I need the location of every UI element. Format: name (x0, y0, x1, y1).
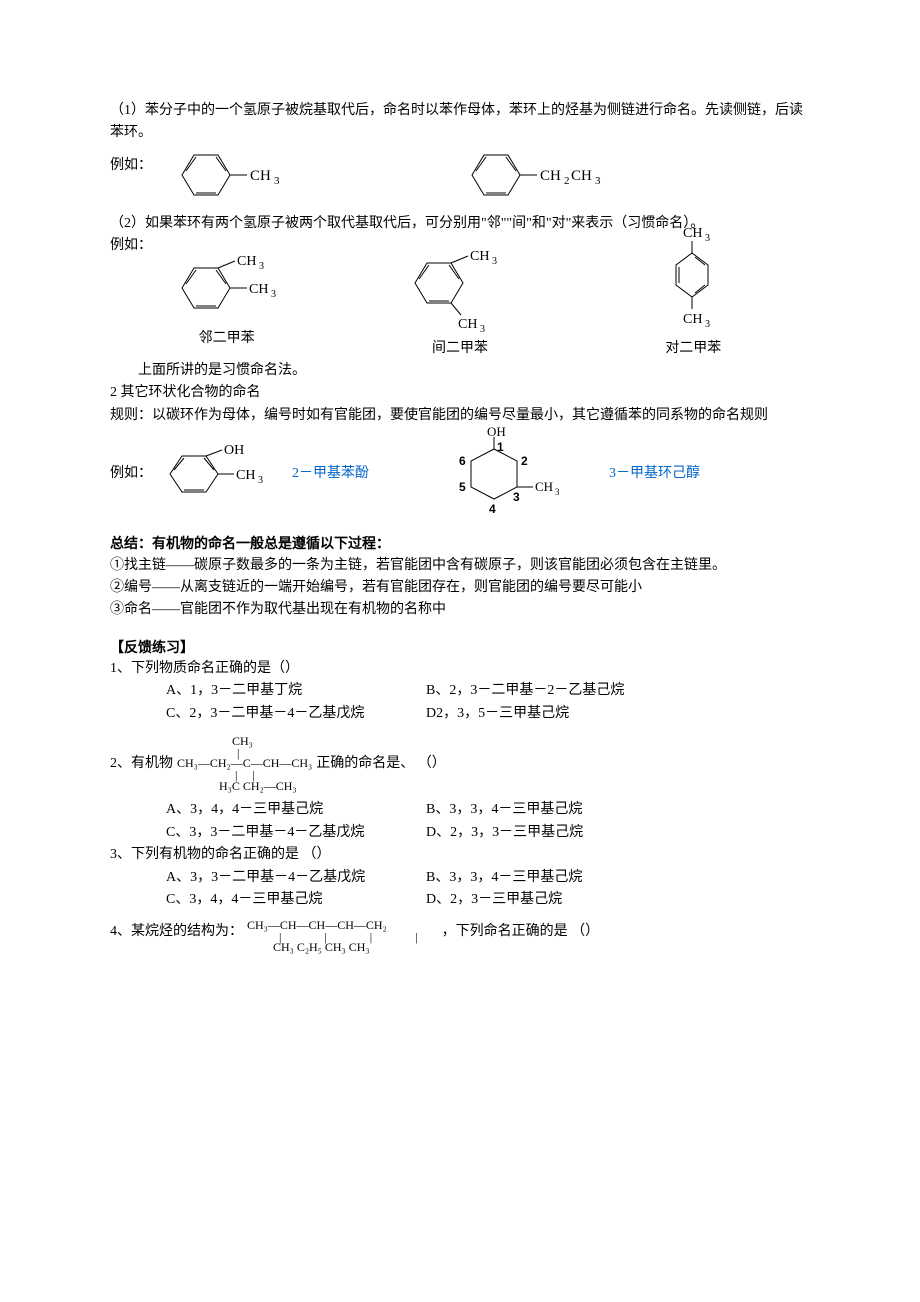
q4-stem-b: ，下列命名正确的是 （） (442, 919, 600, 943)
svg-text:5: 5 (459, 480, 466, 494)
meta-xylene: CH3 CH3 间二甲苯 (380, 243, 540, 360)
svg-text:3: 3 (595, 175, 601, 187)
svg-text:3: 3 (705, 233, 710, 244)
svg-text:CH: CH (250, 168, 271, 184)
summary-3: ③命名——官能团不作为取代基出现在有机物的名称中 (110, 599, 810, 621)
summary-1: ①找主链——碳原子数最多的一条为主链，若官能团中含有碳原子，则该官能团必须包含在… (110, 555, 810, 577)
svg-text:2: 2 (521, 454, 528, 468)
para-1: （1）苯分子中的一个氢原子被烷基取代后，命名时以苯作母体，苯环上的烃基为侧链进行… (110, 100, 810, 145)
q2-opt-b: B、3，3，4－三甲基己烷 (426, 799, 582, 821)
svg-text:3: 3 (259, 261, 264, 272)
para-2-tail: 上面所讲的是习惯命名法。 (110, 360, 810, 382)
svg-text:3: 3 (513, 490, 520, 504)
svg-text:CH: CH (683, 226, 702, 241)
q1-opt-d: D2，3，5－三甲基己烷 (426, 703, 569, 725)
q2-opt-c: C、3，3－二甲基－4－乙基戊烷 (166, 822, 426, 844)
cresol-name: 2－甲基苯酚 (292, 463, 369, 485)
q1-options: A、1，3－二甲基丁烷 B、2，3－二甲基－2－乙基己烷 C、2，3－二甲基－4… (110, 680, 810, 725)
q4-stem-row: 4、某烷烃的结构为： CH₃—CH—CH—CH—CH₂ | | | | CH₃ … (110, 919, 810, 954)
q2-stem-b: 正确的命名是、 （） (316, 753, 446, 775)
feedback-heading: 【反馈练习】 (110, 636, 810, 658)
example-3-row: 例如： OH CH3 2－甲基苯酚 OH CH3 1 2 3 4 5 6 3－甲 (110, 427, 810, 522)
svg-text:4: 4 (489, 502, 496, 516)
svg-text:CH: CH (458, 317, 477, 332)
q2-opt-a: A、3，4，4－三甲基己烷 (166, 799, 426, 821)
svg-text:CH: CH (237, 254, 256, 269)
svg-text:3: 3 (705, 319, 710, 330)
para-label: 对二甲苯 (665, 338, 721, 360)
heading-2: 2 其它环状化合物的命名 (110, 382, 810, 404)
meta-label: 间二甲苯 (432, 338, 488, 360)
q2-stem-a: 2、有机物 (110, 753, 173, 775)
svg-text:3: 3 (271, 289, 276, 300)
ortho-label: 邻二甲苯 (199, 328, 255, 350)
example-label-1: 例如： (110, 155, 152, 177)
para-xylene: CH3 CH3 对二甲苯 (613, 223, 773, 360)
para-3: 规则：以碳环作为母体，编号时如有官能团，要使官能团的编号尽量最小，其它遵循苯的同… (110, 405, 810, 427)
xylene-row: CH3 CH3 邻二甲苯 CH3 CH3 间二甲苯 CH3 CH3 (110, 243, 810, 360)
q1-stem: 1、下列物质命名正确的是（） (110, 658, 810, 680)
q4-stem-a: 4、某烷烃的结构为： (110, 919, 243, 943)
q2-options: A、3，4，4－三甲基己烷 B、3，3，4－三甲基己烷 C、3，3－二甲基－4－… (110, 799, 810, 844)
svg-text:CH: CH (571, 168, 592, 184)
svg-text:CH: CH (540, 168, 561, 184)
svg-text:2: 2 (564, 175, 570, 187)
svg-text:CH: CH (683, 312, 702, 327)
svg-text:CH: CH (535, 479, 553, 494)
svg-text:1: 1 (497, 440, 504, 454)
svg-text:OH: OH (487, 427, 506, 439)
q3-opt-d: D、2，3－三甲基己烷 (426, 889, 562, 911)
summary-2: ②编号——从离支链近的一端开始编号，若有官能团存在，则官能团的编号要尽可能小 (110, 577, 810, 599)
cyclohexanol-name: 3－甲基环己醇 (609, 463, 700, 485)
svg-text:CH: CH (236, 468, 255, 483)
svg-text:CH: CH (470, 249, 489, 264)
q2-opt-d: D、2，3，3－三甲基己烷 (426, 822, 583, 844)
summary-heading: 总结：有机物的命名一般总是遵循以下过程： (110, 532, 810, 554)
ethylbenzene-structure: CH 2 CH 3 (452, 145, 632, 205)
q2-structure: CH₃ | CH₃—CH₂—C—CH—CH₃ | | H₃C CH₂—CH₃ (177, 735, 312, 793)
svg-text:CH: CH (249, 282, 268, 297)
q1-opt-a: A、1，3－二甲基丁烷 (166, 680, 426, 702)
svg-text:3: 3 (274, 175, 280, 187)
svg-text:3: 3 (555, 487, 560, 497)
q3-opt-c: C、3，4，4－三甲基己烷 (166, 889, 426, 911)
q1-opt-c: C、2，3－二甲基－4－乙基戊烷 (166, 703, 426, 725)
q3-opt-b: B、3，3，4－三甲基己烷 (426, 867, 582, 889)
q4-structure: CH₃—CH—CH—CH—CH₂ | | | | CH₃ C₂H₅ CH₃ CH… (247, 919, 438, 954)
ortho-xylene: CH3 CH3 邻二甲苯 (147, 243, 307, 360)
example-label-3: 例如： (110, 463, 152, 485)
q3-options: A、3，3－二甲基－4－乙基戊烷 B、3，3，4－三甲基己烷 C、3，4，4－三… (110, 867, 810, 912)
q3-opt-a: A、3，3－二甲基－4－乙基戊烷 (166, 867, 426, 889)
cyclohexanol-structure: OH CH3 1 2 3 4 5 6 (439, 427, 599, 522)
svg-text:6: 6 (459, 454, 466, 468)
example-1-row: 例如： CH 3 CH 2 CH 3 (110, 145, 810, 205)
q3-stem: 3、下列有机物的命名正确的是 （） (110, 844, 810, 866)
svg-text:3: 3 (492, 256, 497, 267)
cresol-structure: OH CH3 (152, 442, 282, 507)
toluene-structure: CH 3 (162, 145, 292, 205)
q2-stem-row: 2、有机物 CH₃ | CH₃—CH₂—C—CH—CH₃ | | H₃C CH₂… (110, 735, 810, 793)
svg-text:3: 3 (480, 324, 485, 335)
svg-text:3: 3 (258, 475, 263, 486)
svg-text:OH: OH (224, 443, 244, 458)
q1-opt-b: B、2，3－二甲基－2－乙基己烷 (426, 680, 624, 702)
